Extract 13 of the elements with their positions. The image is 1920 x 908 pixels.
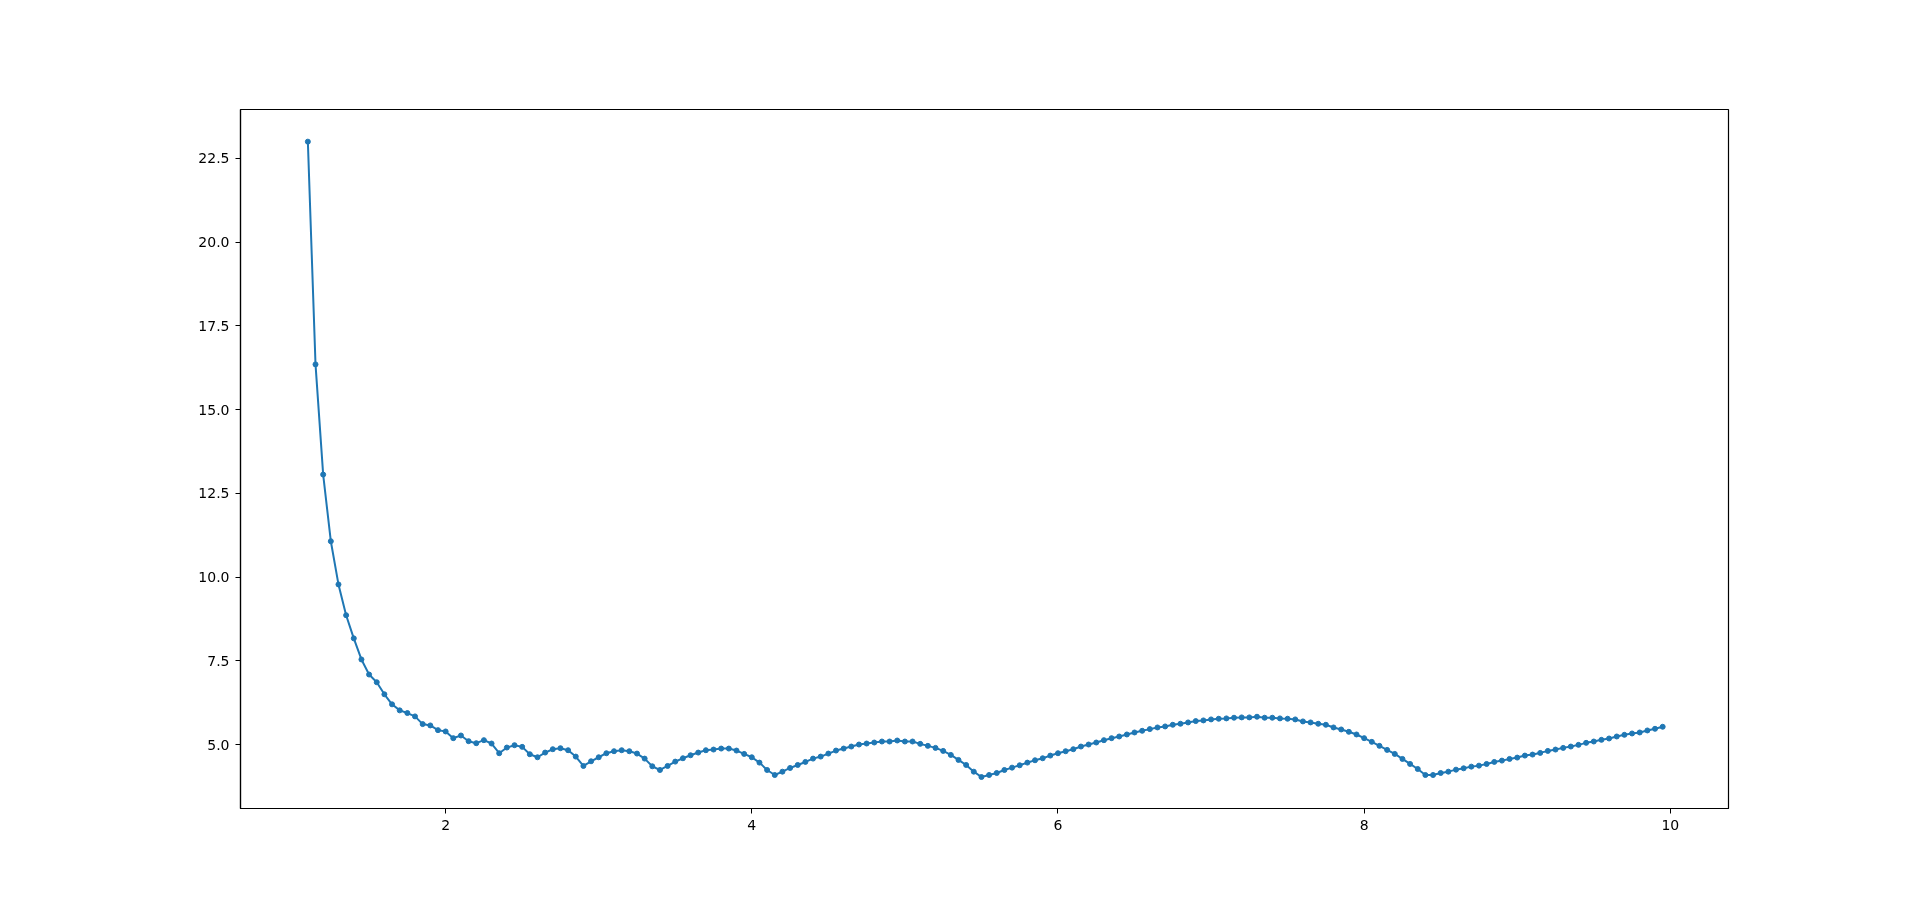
- y-tick-label: 15.0: [198, 401, 230, 418]
- y-tick-label: 5.0: [207, 736, 230, 753]
- y-tick-label: 17.5: [198, 317, 230, 334]
- y-tick-label: 20.0: [198, 234, 230, 251]
- x-tick-label: 6: [1053, 816, 1063, 833]
- x-tick-label: 8: [1359, 816, 1369, 833]
- y-tick-label: 7.5: [207, 652, 230, 669]
- y-tick-label: 10.0: [198, 569, 230, 586]
- x-tick-label: 2: [441, 816, 451, 833]
- x-tick-label: 4: [747, 816, 757, 833]
- y-tick-label: 22.5: [198, 150, 230, 167]
- x-tick-label: 10: [1661, 816, 1680, 833]
- y-tick-label: 12.5: [198, 485, 230, 502]
